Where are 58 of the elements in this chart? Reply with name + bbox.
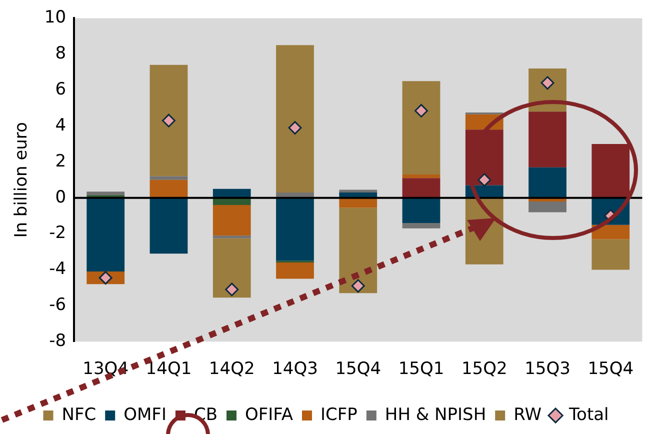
point (98, 271, 112, 285)
point (351, 279, 365, 293)
x-tick-label: 15Q1 (398, 359, 444, 380)
bar (212, 205, 251, 236)
bar (276, 262, 314, 279)
x-tick-label: 15Q3 (524, 359, 570, 380)
y-tick-label: 6 (55, 79, 66, 100)
bar (528, 112, 566, 168)
x-tick-label: 15Q4 (588, 359, 634, 380)
point (414, 104, 428, 118)
legend-label: HH & NPISH (384, 404, 486, 425)
bar (150, 64, 188, 176)
bar (276, 45, 314, 192)
point (288, 121, 302, 135)
x-tick-label: 14Q3 (272, 359, 318, 380)
y-tick-label: -4 (49, 259, 66, 280)
legend-label: NFC (62, 404, 96, 425)
y-tick-label: 8 (55, 44, 66, 64)
legend-label: RW (514, 404, 542, 425)
bar (402, 81, 440, 175)
bar (86, 192, 125, 196)
bar (402, 198, 440, 224)
y-tick-label: 0 (55, 187, 66, 208)
y-tick-label: -6 (49, 295, 66, 316)
y-tick-label: 4 (55, 115, 66, 136)
bar (592, 239, 630, 270)
bar (212, 236, 251, 238)
legend-label: Total (568, 404, 609, 425)
y-tick-label: -8 (49, 331, 66, 352)
point (225, 282, 239, 296)
y-axis-title: In billion euro (12, 122, 32, 238)
legend-label: OMFI (124, 404, 166, 425)
bar (339, 208, 378, 294)
bar (150, 176, 188, 180)
bar (339, 190, 378, 192)
bar (592, 144, 630, 198)
legend-label: OFIFA (244, 404, 294, 425)
point (162, 114, 176, 128)
bar (276, 198, 314, 261)
bar (150, 180, 188, 198)
y-tick-label: -2 (49, 223, 66, 244)
bar (150, 198, 188, 254)
bar (528, 201, 566, 212)
point (478, 173, 492, 187)
bar (212, 238, 251, 298)
point (540, 76, 554, 90)
bar (528, 167, 566, 198)
x-tick-label: 15Q4 (335, 359, 382, 380)
legend-label: ICFP (320, 404, 358, 425)
x-tick-label: 14Q1 (146, 359, 192, 380)
bar (86, 198, 125, 272)
x-tick-label: 15Q2 (461, 359, 508, 380)
bar (402, 174, 440, 178)
x-tick-label: 14Q2 (208, 359, 255, 380)
y-tick-label: 10 (44, 8, 66, 28)
bar (402, 223, 440, 228)
y-tick-label: 2 (55, 151, 66, 172)
bar (402, 178, 440, 198)
